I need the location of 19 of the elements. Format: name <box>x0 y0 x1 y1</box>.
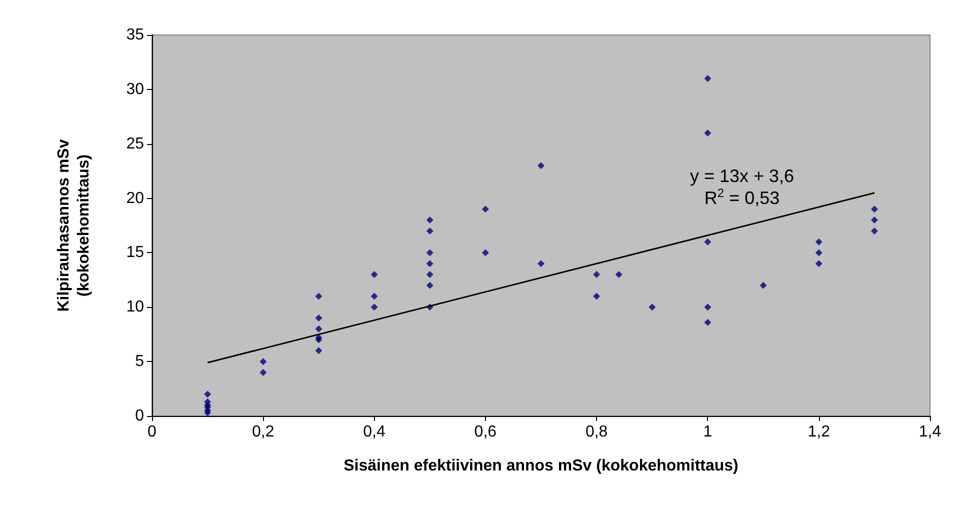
y-tick-label: 35 <box>126 26 144 44</box>
y-tick-label: 15 <box>126 244 144 262</box>
x-tick-label: 1,4 <box>918 424 942 440</box>
x-tick-label: 0,4 <box>363 424 386 440</box>
y-tick-label: 25 <box>126 135 144 152</box>
x-tick-label: 0 <box>148 424 157 440</box>
y-tick-label: 10 <box>126 298 144 316</box>
x-tick-label: 0,2 <box>252 424 274 440</box>
y-tick-label: 5 <box>135 353 144 370</box>
x-tick-label: 1,2 <box>808 424 830 440</box>
y-tick-label: 0 <box>135 408 144 424</box>
y-tick-label: 30 <box>126 80 144 98</box>
x-tick-label: 1 <box>703 424 712 440</box>
x-axis-title: Sisäinen efektiivinen annos mSv (kokokehomittaus) <box>344 458 738 474</box>
y-axis-title: Kilpirauhasannos mSv (kokokehomittaus) <box>56 139 92 312</box>
annotation: y = 13x + 3,6 <box>690 166 794 186</box>
x-tick-label: 0,6 <box>474 424 497 440</box>
x-tick-label: 0,8 <box>585 424 608 440</box>
y-tick-label: 20 <box>126 190 144 207</box>
